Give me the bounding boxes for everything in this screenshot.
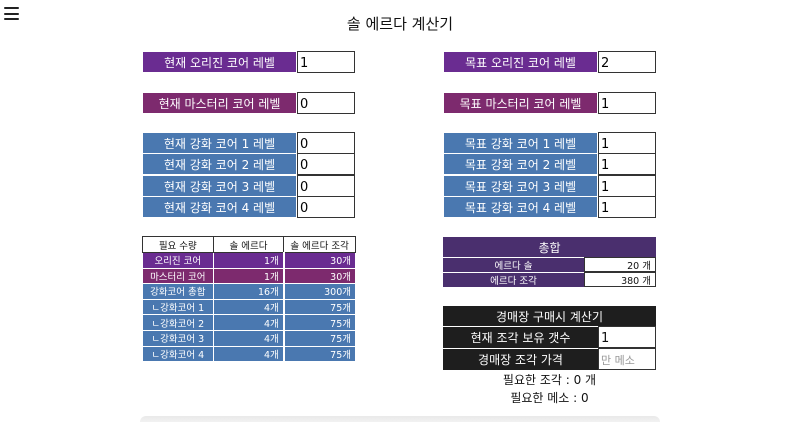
row-sol: 1개 bbox=[212, 252, 285, 269]
current-origin-label: 현재 오리진 코어 레벨 bbox=[142, 51, 297, 73]
row-sol: 1개 bbox=[212, 267, 285, 285]
current-enhance-2-label: 현재 강화 코어 2 레벨 bbox=[142, 153, 297, 175]
target-origin-field: 목표 오리진 코어 레벨 bbox=[443, 51, 656, 73]
target-enhance-3-input[interactable] bbox=[598, 175, 656, 197]
target-enhance-1-label: 목표 강화 코어 1 레벨 bbox=[443, 132, 598, 154]
table-row: ㄴ강화코어 4 4개 75개 bbox=[142, 345, 356, 363]
piece-price-row: 경매장 조각 가격 bbox=[443, 348, 656, 370]
target-enhance-2-field: 목표 강화 코어 2 레벨 bbox=[443, 153, 656, 175]
row-name: 마스터리 코어 bbox=[142, 267, 214, 285]
row-name: ㄴ강화코어 1 bbox=[142, 298, 214, 316]
target-enhance-1-field: 목표 강화 코어 1 레벨 bbox=[443, 132, 656, 154]
owned-pieces-row: 현재 조각 보유 갯수 bbox=[443, 326, 656, 348]
table-row: 강화코어 총합 16개 300개 bbox=[142, 283, 356, 300]
total-panel: 총합 에르다 솔 20 개 에르다 조각 380 개 bbox=[443, 237, 656, 287]
table-header-row: 필요 수량 솔 에르다 솔 에르다 조각 bbox=[142, 236, 356, 253]
current-enhance-4-label: 현재 강화 코어 4 레벨 bbox=[142, 196, 297, 218]
current-enhance-3-field: 현재 강화 코어 3 레벨 bbox=[142, 175, 355, 197]
current-origin-field: 현재 오리진 코어 레벨 bbox=[142, 51, 355, 73]
table-header: 솔 에르다 bbox=[212, 236, 285, 253]
row-sol: 16개 bbox=[212, 283, 285, 300]
target-origin-input[interactable] bbox=[598, 51, 656, 73]
row-name: 강화코어 총합 bbox=[142, 283, 214, 300]
total-sol-value: 20 개 bbox=[584, 257, 656, 272]
piece-price-label: 경매장 조각 가격 bbox=[443, 348, 598, 370]
current-mastery-label: 현재 마스터리 코어 레벨 bbox=[142, 92, 297, 114]
row-piece: 30개 bbox=[282, 267, 356, 285]
row-sol: 4개 bbox=[212, 329, 285, 347]
table-row: 오리진 코어 1개 30개 bbox=[142, 252, 356, 269]
row-sol: 4개 bbox=[212, 345, 285, 363]
row-sol: 4개 bbox=[212, 314, 285, 331]
target-enhance-2-input[interactable] bbox=[598, 153, 656, 175]
total-sol-label: 에르다 솔 bbox=[443, 257, 584, 272]
current-enhance-2-input[interactable] bbox=[297, 153, 355, 175]
target-enhance-1-input[interactable] bbox=[598, 132, 656, 154]
target-mastery-field: 목표 마스터리 코어 레벨 bbox=[443, 92, 656, 114]
target-mastery-input[interactable] bbox=[598, 92, 656, 114]
owned-pieces-label: 현재 조각 보유 갯수 bbox=[443, 326, 598, 348]
page-title: 솔 에르다 계산기 bbox=[346, 15, 454, 33]
current-enhance-1-label: 현재 강화 코어 1 레벨 bbox=[142, 132, 297, 154]
needed-pieces-text: 필요한 조각 : 0 개 bbox=[502, 373, 597, 387]
row-name: 오리진 코어 bbox=[142, 252, 214, 269]
total-piece-value: 380 개 bbox=[584, 272, 656, 287]
bottom-shadow-divider bbox=[140, 416, 660, 422]
needed-meso-text: 필요한 메소 : 0 bbox=[510, 391, 589, 405]
target-enhance-3-label: 목표 강화 코어 3 레벨 bbox=[443, 175, 598, 197]
current-enhance-3-input[interactable] bbox=[297, 175, 355, 197]
current-enhance-3-label: 현재 강화 코어 3 레벨 bbox=[142, 175, 297, 197]
total-piece-label: 에르다 조각 bbox=[443, 272, 584, 287]
row-piece: 75개 bbox=[282, 345, 356, 363]
row-piece: 30개 bbox=[282, 252, 356, 269]
current-enhance-2-field: 현재 강화 코어 2 레벨 bbox=[142, 153, 355, 175]
table-row: ㄴ강화코어 2 4개 75개 bbox=[142, 314, 356, 331]
owned-pieces-input[interactable] bbox=[598, 326, 656, 348]
total-title: 총합 bbox=[443, 237, 656, 257]
piece-price-input[interactable] bbox=[598, 348, 656, 370]
row-sol: 4개 bbox=[212, 298, 285, 316]
hamburger-menu-icon[interactable] bbox=[4, 7, 19, 20]
current-enhance-4-field: 현재 강화 코어 4 레벨 bbox=[142, 196, 355, 218]
current-mastery-field: 현재 마스터리 코어 레벨 bbox=[142, 92, 355, 114]
total-row-sol: 에르다 솔 20 개 bbox=[443, 257, 656, 272]
target-enhance-2-label: 목표 강화 코어 2 레벨 bbox=[443, 153, 598, 175]
current-enhance-1-input[interactable] bbox=[297, 132, 355, 154]
current-mastery-input[interactable] bbox=[297, 92, 355, 114]
current-enhance-1-field: 현재 강화 코어 1 레벨 bbox=[142, 132, 355, 154]
current-enhance-4-input[interactable] bbox=[297, 196, 355, 218]
table-row: ㄴ강화코어 3 4개 75개 bbox=[142, 329, 356, 347]
row-name: ㄴ강화코어 4 bbox=[142, 345, 214, 363]
auction-title: 경매장 구매시 계산기 bbox=[443, 306, 656, 326]
row-name: ㄴ강화코어 3 bbox=[142, 329, 214, 347]
target-origin-label: 목표 오리진 코어 레벨 bbox=[443, 51, 598, 73]
target-enhance-4-input[interactable] bbox=[598, 196, 656, 218]
row-piece: 300개 bbox=[282, 283, 356, 300]
current-origin-input[interactable] bbox=[297, 51, 355, 73]
target-mastery-label: 목표 마스터리 코어 레벨 bbox=[443, 92, 598, 114]
table-header: 필요 수량 bbox=[142, 236, 214, 253]
target-enhance-3-field: 목표 강화 코어 3 레벨 bbox=[443, 175, 656, 197]
row-piece: 75개 bbox=[282, 329, 356, 347]
target-enhance-4-field: 목표 강화 코어 4 레벨 bbox=[443, 196, 656, 218]
table-row: ㄴ강화코어 1 4개 75개 bbox=[142, 298, 356, 316]
target-enhance-4-label: 목표 강화 코어 4 레벨 bbox=[443, 196, 598, 218]
row-piece: 75개 bbox=[282, 314, 356, 331]
table-header: 솔 에르다 조각 bbox=[283, 236, 356, 253]
row-piece: 75개 bbox=[282, 298, 356, 316]
table-row: 마스터리 코어 1개 30개 bbox=[142, 267, 356, 285]
row-name: ㄴ강화코어 2 bbox=[142, 314, 214, 331]
requirements-table: 필요 수량 솔 에르다 솔 에르다 조각 오리진 코어 1개 30개 마스터리 … bbox=[142, 236, 356, 363]
auction-calculator: 경매장 구매시 계산기 현재 조각 보유 갯수 경매장 조각 가격 bbox=[443, 306, 656, 370]
total-row-piece: 에르다 조각 380 개 bbox=[443, 272, 656, 287]
